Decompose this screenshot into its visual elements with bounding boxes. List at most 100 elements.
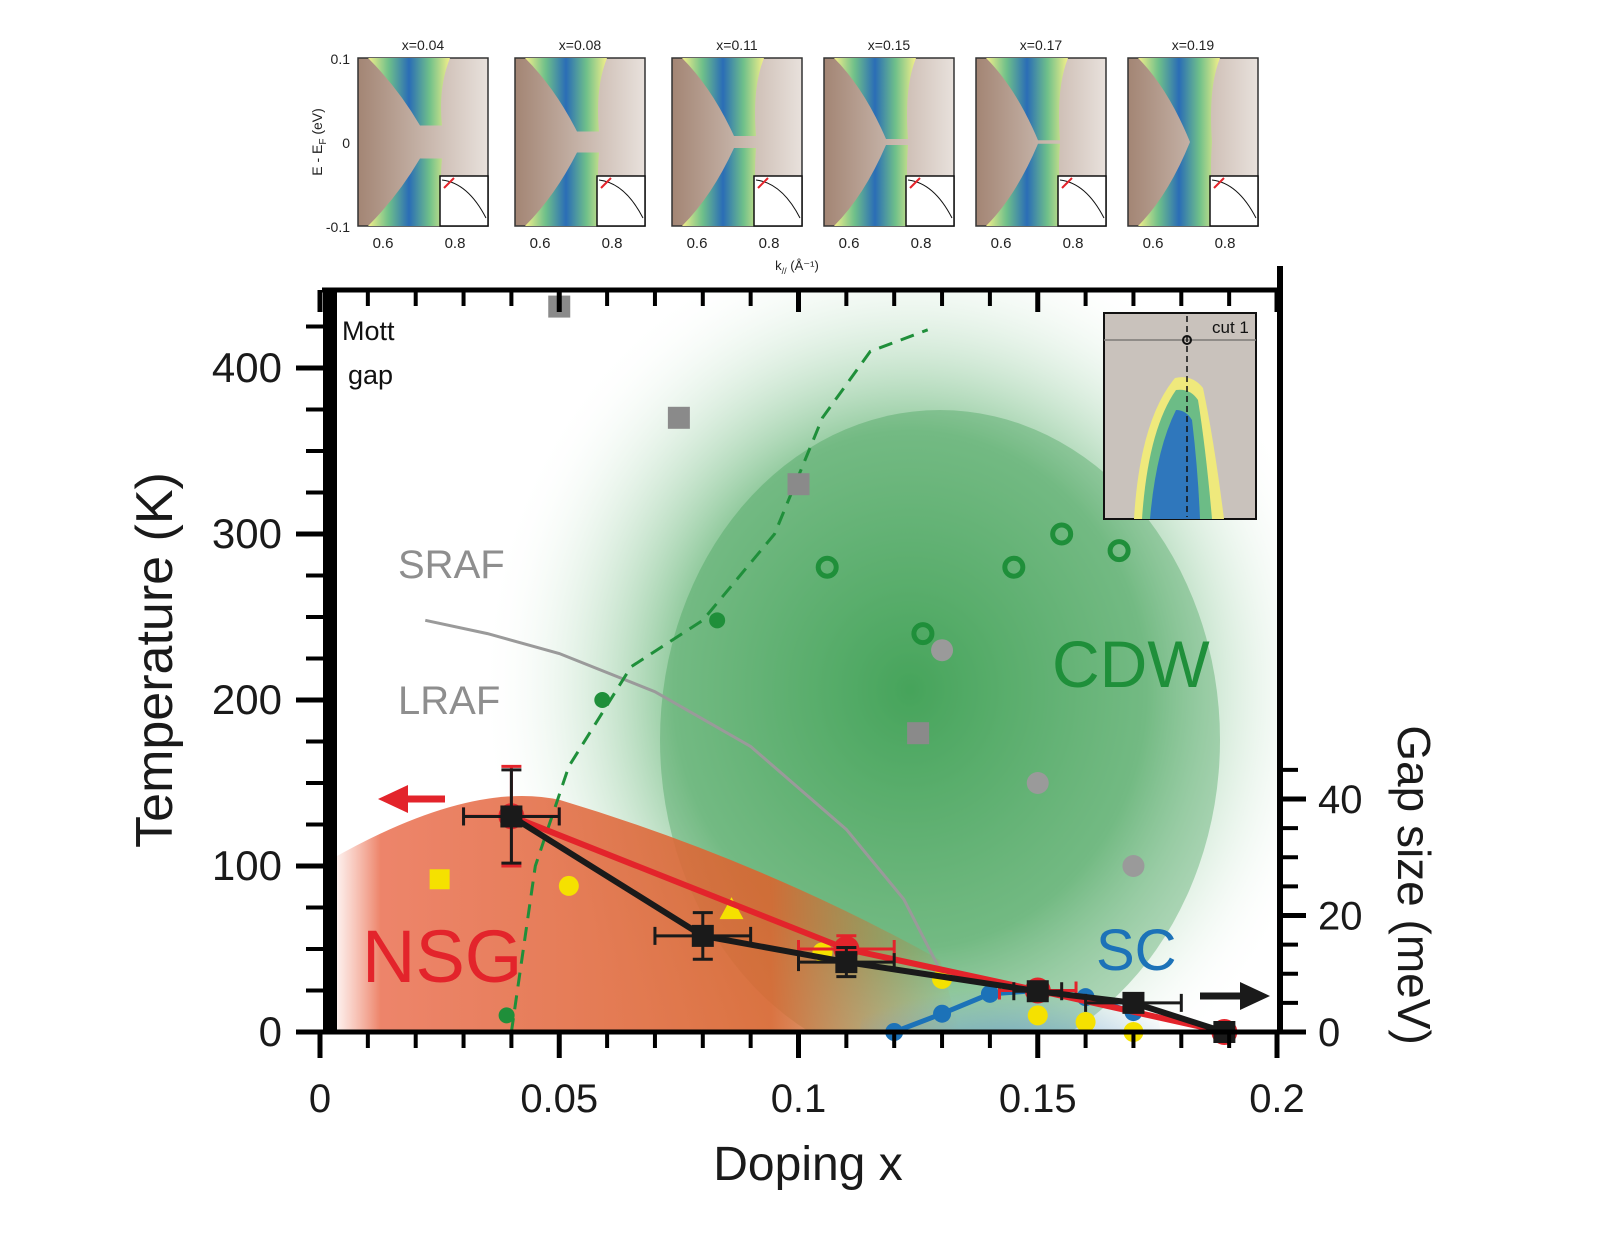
cdw-open-point [1002,555,1026,579]
arpes-x-tick-label: 0.6 [839,235,860,252]
cdw-filled-point [709,612,726,629]
arpes-x-tick-label: 0.8 [1063,235,1084,252]
yellow-circle-point [1075,1012,1096,1033]
arpes-band-upper [834,58,916,139]
arpes-y-axis-title-sub: F [318,139,329,145]
arpes-x-tick-label: 0.6 [1143,235,1164,252]
lraf-label: LRAF [398,679,500,723]
x-axis-title: Doping x [713,1138,902,1191]
phase-shading [330,290,1280,1032]
arpes-mini-inset-arc [441,179,487,219]
arpes-mini-inset-arc [907,179,953,219]
y-tick-label: 200 [212,676,282,723]
arpes-panel: x=0.04 0.6 0.8 [357,37,489,252]
y-tick-label: 0 [259,1008,282,1055]
arpes-panel-title: x=0.15 [868,37,911,53]
y2-axis-title: Gap size (meV) [1388,725,1440,1045]
arpes-band-upper [368,58,450,126]
inset-cut-label: cut 1 [1212,318,1249,337]
cdw-filled-point [594,692,611,708]
arpes-panel: x=0.08 0.6 0.8 [514,37,646,252]
arpes-x-tick-label: 0.6 [687,235,708,252]
y-tick-label: 100 [212,842,282,889]
arpes-mini-inset-arc [755,179,801,219]
gray-square-point [907,722,930,745]
arpes-mini-inset-cut [600,177,612,189]
yellow-circle-point [558,875,579,896]
gap-square-point [1026,980,1049,1003]
nsg-label: NSG [362,915,522,998]
y-axis-title: Temperature (K) [126,472,184,848]
arpes-x-tick-label: 0.6 [530,235,551,252]
arpes-band-lower [525,152,607,226]
x-tick-label: 0.1 [771,1077,827,1121]
arpes-panel-title: x=0.08 [559,37,602,53]
cdw-open-point [1050,522,1074,546]
cdw-open-point [911,622,935,646]
arpes-x-tick-label: 0.6 [373,235,394,252]
x-tick-label: 0.15 [999,1077,1077,1121]
sc-point [980,984,999,1003]
arpes-mini-inset-cut [1061,177,1073,189]
arpes-band-upper [525,58,607,132]
yellow-square-point [429,869,450,890]
arpes-band-upper [682,58,764,136]
arpes-y-axis-title: E - EF (eV) [309,108,329,176]
sc-point [933,1004,952,1023]
gap-square-point [835,951,858,974]
arpes-mini-inset-cut [909,177,921,189]
af-boundary-curve [424,618,944,975]
cdw-open-point [815,555,839,579]
right-axis-arrow [1200,982,1270,1010]
arpes-panel-title: x=0.11 [716,37,758,53]
arpes-x-axis-title-sub: // [782,266,788,276]
arpes-panel: x=0.11 0.6 0.8 [671,37,803,252]
arpes-x-axis-title-main: k [775,258,782,273]
mott-label: Mott [342,316,395,346]
gap-label: gap [348,360,393,390]
arpes-mini-inset [439,175,489,227]
arpes-mini-inset-arc [598,179,644,219]
arpes-y-axis-title-unit: (eV) [309,108,325,138]
arpes-panel: x=0.19 0.6 0.8 [1127,37,1259,252]
x-tick-label: 0.2 [1249,1077,1305,1121]
gray-square-point [787,473,810,496]
data-marks [429,295,1238,1045]
cdw-region-core [660,410,1220,1032]
cdw-boundary-dashed [509,328,929,1033]
arpes-band-upper [986,58,1068,141]
axis-ticks: 0 0.05 0.1 0.15 0.2 0 100 200 300 400 0 20 40 [212,290,1363,1121]
gray-square-point [667,406,690,429]
arpes-panels-row: x=0.040.6 0.8x=0.080.6 0.8x=0.110.6 0.8x=0.… [309,37,1259,276]
y2-tick-label: 20 [1318,895,1363,939]
arpes-y-tick-label: 0 [342,135,350,151]
y2-tick-label: 0 [1318,1011,1340,1055]
arpes-y-tick-label: -0.1 [326,219,350,235]
arpes-mini-inset-cut [757,177,769,189]
arpes-x-tick-label: 0.8 [602,235,623,252]
gray-circle-point [931,639,954,662]
left-axis-arrow [378,785,445,813]
arpes-band-lower [834,145,916,226]
x-tick-label: 0.05 [520,1077,598,1121]
arpes-x-tick-label: 0.8 [445,235,466,252]
arpes-x-tick-label: 0.6 [991,235,1012,252]
yellow-circle-point [1027,1005,1048,1026]
arpes-x-axis-title: k// (Å⁻¹) [775,258,819,276]
arpes-band-lower [368,158,450,226]
gap-square-point [500,805,523,828]
arpes-mini-inset-arc [1211,179,1257,219]
boundary-curves [424,328,944,1033]
arpes-panel: x=0.15 0.6 0.8 [823,37,955,252]
sraf-label: SRAF [398,543,505,587]
arpes-x-tick-label: 0.8 [1215,235,1236,252]
cdw-open-point [1107,539,1131,563]
cdw-filled-point [498,1007,515,1024]
nsg-region-shading [330,796,960,1032]
y-tick-label: 400 [212,344,282,391]
gap-square-point [691,924,714,947]
cdw-label: CDW [1052,627,1210,701]
arpes-y-tick-label: 0.1 [331,51,351,67]
arpes-x-tick-label: 0.8 [911,235,932,252]
